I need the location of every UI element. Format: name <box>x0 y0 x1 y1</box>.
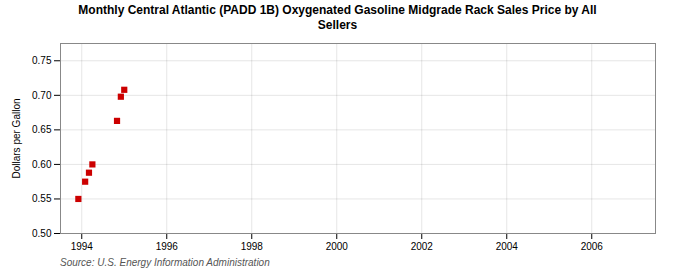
html-text:Source: U.S. Energy Informatio: Source: U.S. Energy Information Administ… <box>60 257 270 268</box>
svg-text:1998: 1998 <box>241 241 264 252</box>
svg-text:2004: 2004 <box>496 241 519 252</box>
svg-text:0.50: 0.50 <box>32 228 52 239</box>
svg-text:2006: 2006 <box>581 241 604 252</box>
svg-text:0.70: 0.70 <box>32 90 52 101</box>
svg-text:0.65: 0.65 <box>32 124 52 135</box>
svg-text:1996: 1996 <box>156 241 179 252</box>
svg-text:1994: 1994 <box>71 241 94 252</box>
svg-text:Dollars per Gallon: Dollars per Gallon <box>11 98 22 178</box>
svg-text:2000: 2000 <box>326 241 349 252</box>
svg-text:0.75: 0.75 <box>32 55 52 66</box>
svg-text:0.55: 0.55 <box>32 193 52 204</box>
html-text:Monthly Central Atlantic (PADD: Monthly Central Atlantic (PADD 1B) Oxyge… <box>78 3 597 32</box>
svg-text:2002: 2002 <box>411 241 434 252</box>
svg-text:0.60: 0.60 <box>32 159 52 170</box>
